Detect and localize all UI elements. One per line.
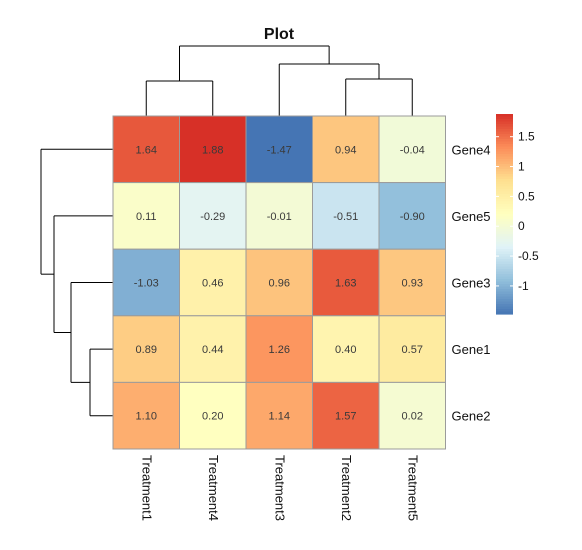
cell-value-label: -1.47: [267, 144, 292, 156]
row-label-gene3: Gene3: [452, 276, 491, 291]
column-label-treatment5: Treatment5: [405, 455, 420, 521]
column-label-treatment2: Treatment2: [339, 455, 354, 521]
cell-value-label: 0.02: [402, 411, 423, 423]
cell-value-label: 0.40: [335, 344, 356, 356]
legend-tick-label: 0.5: [518, 189, 535, 203]
cell-value-label: 0.44: [202, 344, 223, 356]
cell-value-label: -0.29: [200, 211, 225, 223]
column-labels: Treatment1 Treatment4 Treatment3 Treatment2…: [139, 455, 420, 521]
column-dendrogram: [146, 46, 412, 116]
cell-value-label: -0.90: [400, 211, 425, 223]
cell-value-label: 1.26: [269, 344, 290, 356]
cell-value-label: -0.04: [400, 144, 425, 156]
column-label-treatment3: Treatment3: [272, 455, 287, 521]
cell-value-label: -1.03: [134, 278, 159, 290]
chart-title: Plot: [264, 26, 295, 43]
column-label-treatment4: Treatment4: [206, 455, 221, 521]
cell-value-label: 1.14: [269, 411, 290, 423]
row-label-gene1: Gene1: [452, 342, 491, 357]
legend-tick-label: 1: [518, 160, 525, 174]
cell-value-label: -0.51: [333, 211, 358, 223]
cell-value-label: 0.20: [202, 411, 223, 423]
row-label-gene5: Gene5: [452, 209, 491, 224]
cell-value-label: 1.10: [136, 411, 157, 423]
legend-tick-label: 0: [518, 219, 525, 233]
cell-value-label: 0.46: [202, 278, 223, 290]
cell-value-label: 1.63: [335, 278, 356, 290]
legend-tick-label: -0.5: [518, 249, 539, 263]
legend-tick-label: -1: [518, 279, 529, 293]
cell-value-label: 0.89: [136, 344, 157, 356]
cell-value-label: 0.94: [335, 144, 356, 156]
legend-color-segment: [496, 312, 513, 315]
cell-value-label: 1.57: [335, 411, 356, 423]
row-dendrogram: [41, 149, 113, 415]
row-labels: Gene4 Gene5 Gene3 Gene1 Gene2: [452, 142, 491, 423]
column-label-treatment1: Treatment1: [139, 455, 154, 521]
cell-value-label: -0.01: [267, 211, 292, 223]
cell-value-label: 1.88: [202, 144, 223, 156]
cell-value-label: 0.11: [136, 211, 157, 223]
color-legend: -1 -0.5 0 0.5 1 1.5: [496, 114, 539, 315]
legend-tick-label: 1.5: [518, 130, 535, 144]
cell-value-label: 0.96: [269, 278, 290, 290]
row-label-gene4: Gene4: [452, 142, 491, 157]
cell-value-label: 1.64: [136, 144, 157, 156]
cell-value-label: 0.93: [402, 278, 423, 290]
cell-value-label: 0.57: [402, 344, 423, 356]
row-label-gene2: Gene2: [452, 409, 491, 424]
